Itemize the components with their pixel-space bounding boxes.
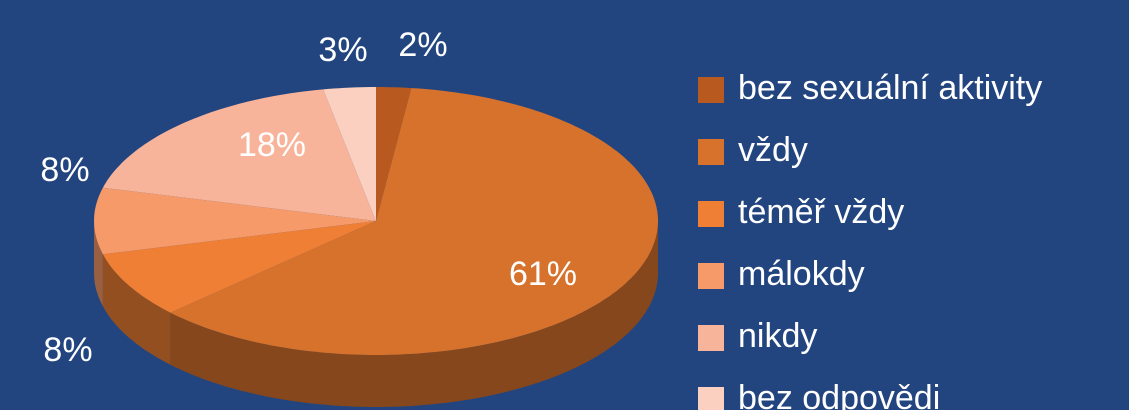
pie-slice	[102, 89, 377, 222]
legend-label: málokdy	[738, 255, 865, 293]
legend-label: nikdy	[738, 317, 817, 355]
pie-side	[170, 221, 658, 407]
pie-slice	[102, 221, 377, 313]
pie-side	[94, 221, 103, 307]
data-label: 8%	[40, 151, 89, 189]
legend-swatch	[698, 325, 724, 351]
pie-slice	[376, 87, 412, 221]
data-label: 8%	[43, 331, 92, 369]
legend-swatch	[698, 77, 724, 103]
pie-slice	[94, 187, 376, 255]
data-label: 3%	[318, 31, 367, 69]
data-label: 61%	[509, 255, 577, 293]
legend-swatch	[698, 263, 724, 289]
legend-label: vždy	[738, 131, 808, 169]
pie-slice	[323, 87, 376, 221]
legend-swatch	[698, 387, 724, 410]
legend-label: bez sexuální aktivity	[738, 69, 1042, 107]
legend-swatch	[698, 201, 724, 227]
data-label: 18%	[238, 126, 306, 164]
pie-slice	[170, 88, 658, 355]
data-label: 2%	[398, 26, 447, 64]
legend-swatch	[698, 139, 724, 165]
legend-label: bez odpovědi	[738, 379, 940, 410]
legend-label: téměř vždy	[738, 193, 904, 231]
pie-side	[102, 254, 171, 365]
